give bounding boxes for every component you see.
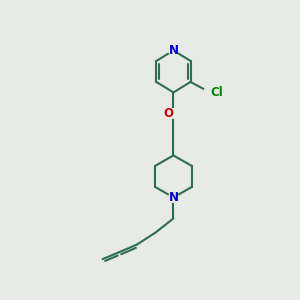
Circle shape	[169, 109, 178, 118]
Text: N: N	[168, 191, 178, 204]
Text: O: O	[164, 107, 173, 120]
Circle shape	[169, 46, 178, 55]
Text: N: N	[168, 44, 178, 57]
Text: Cl: Cl	[210, 86, 223, 99]
Circle shape	[169, 193, 178, 202]
Circle shape	[204, 86, 217, 99]
